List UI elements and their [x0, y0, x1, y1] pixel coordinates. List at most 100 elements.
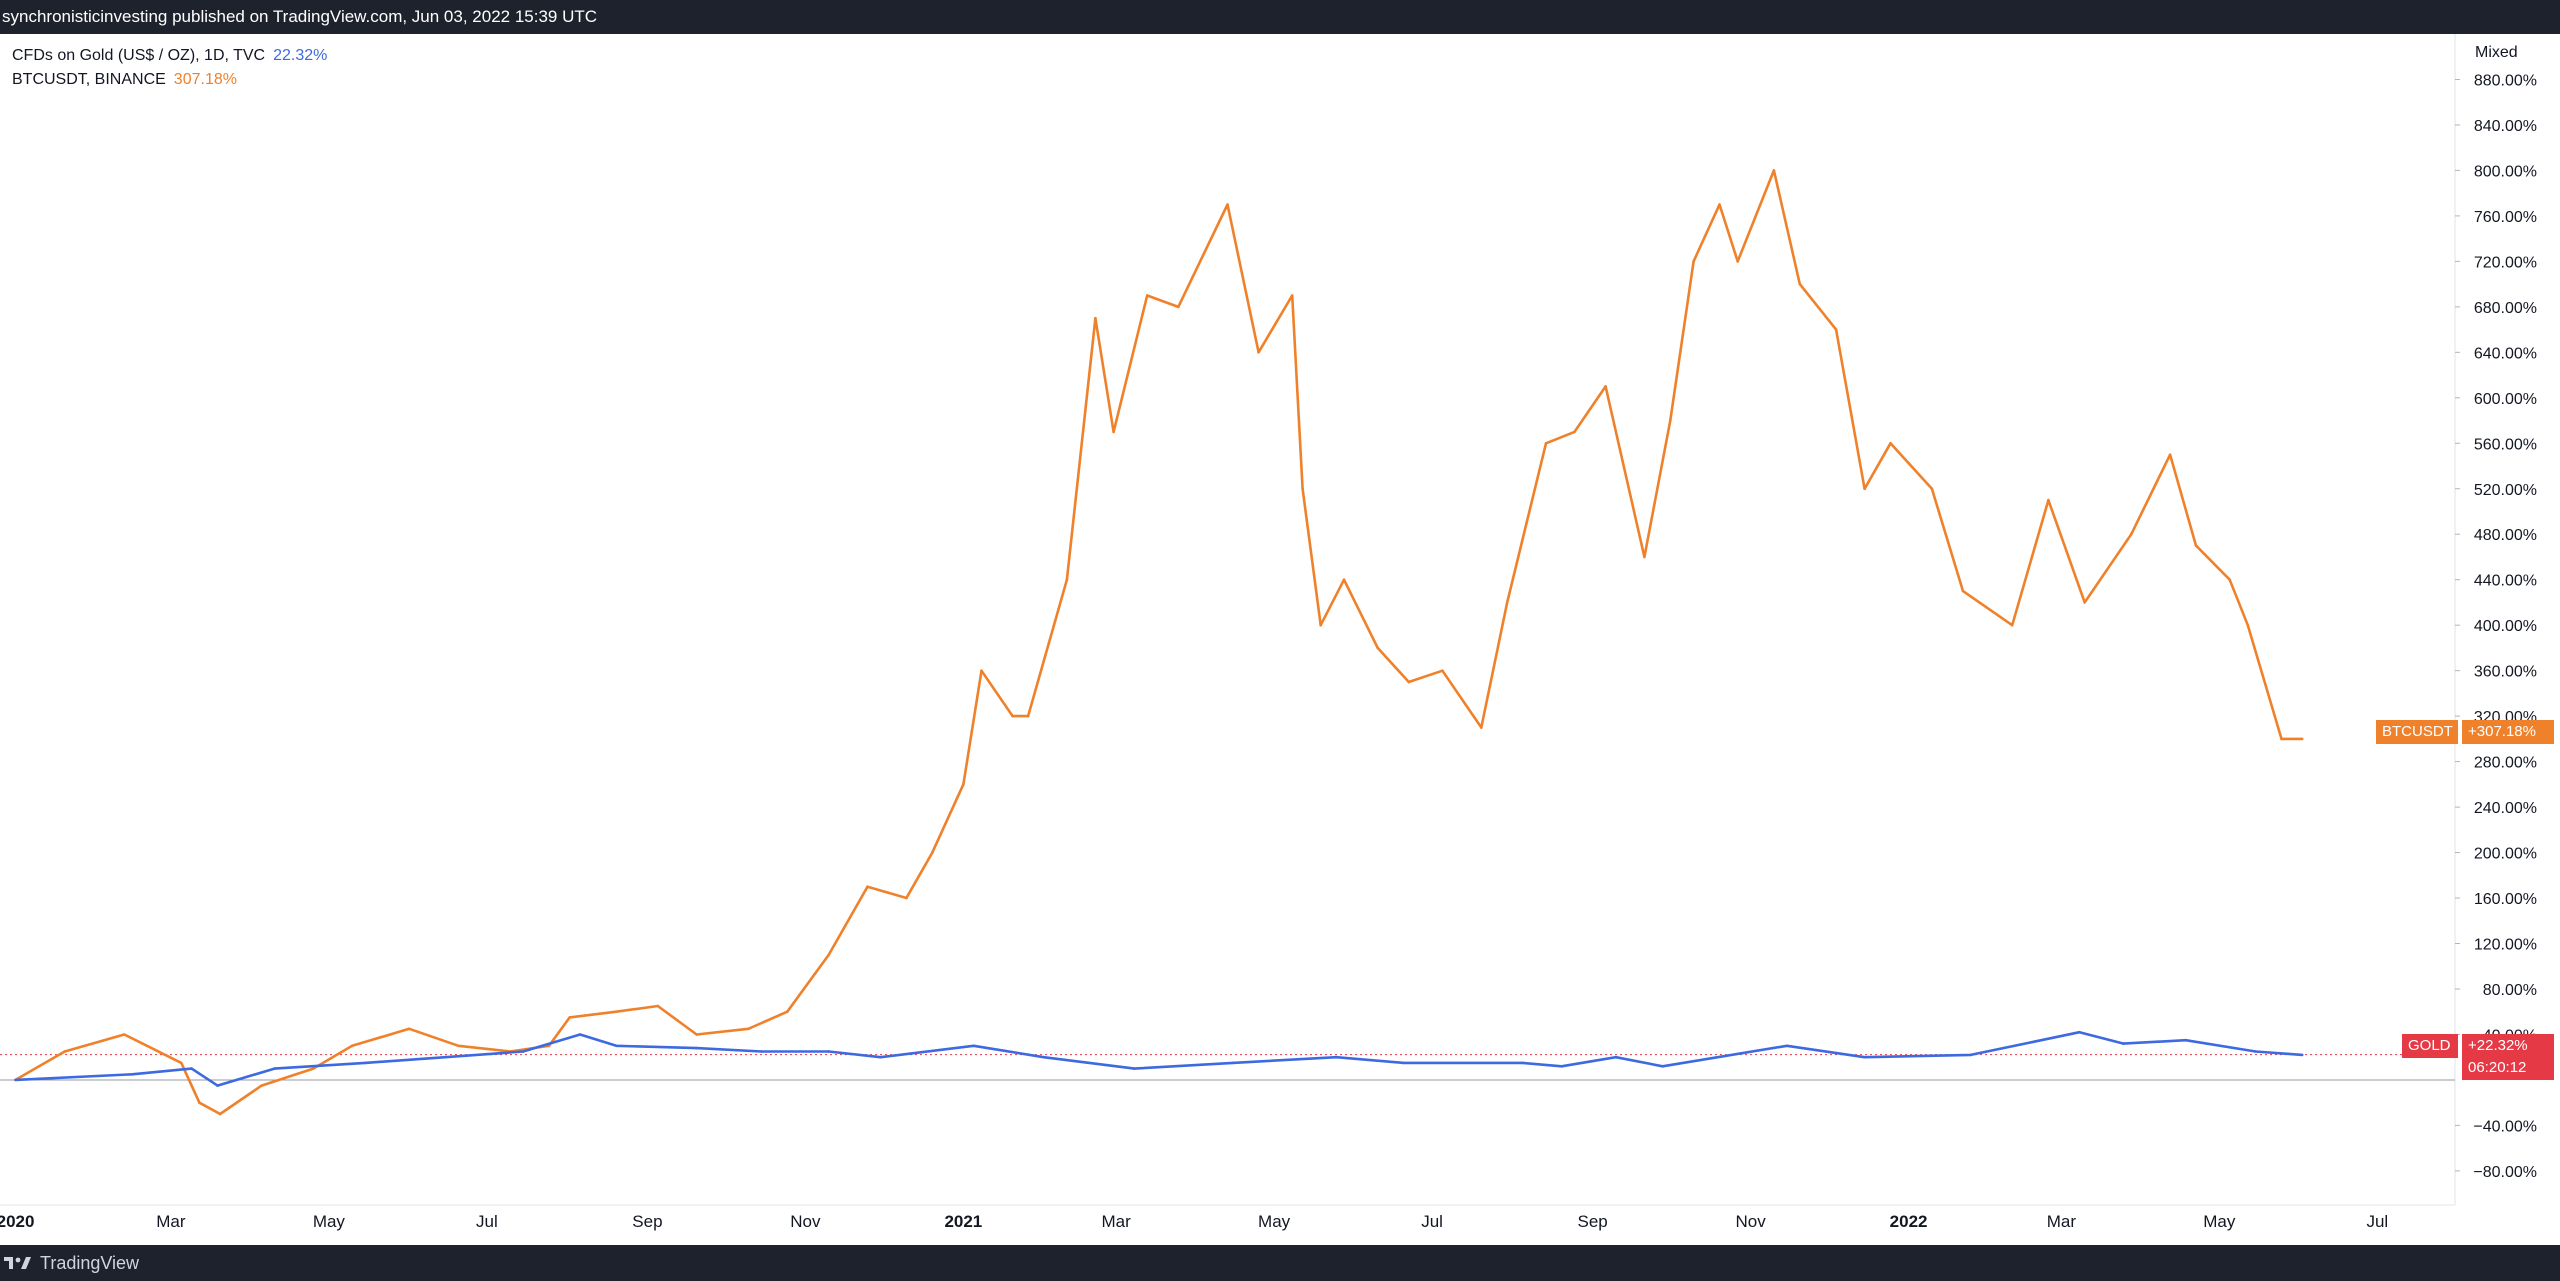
data-point — [1560, 1065, 1563, 1068]
y-tick-label: 200.00% — [2474, 846, 2537, 863]
reference-lines — [0, 34, 2456, 1206]
series-line-btc — [14, 169, 2303, 1116]
y-tick-label: 800.00% — [2474, 163, 2537, 180]
data-point — [1889, 442, 1892, 445]
y-tick-label: −40.00% — [2473, 1118, 2537, 1135]
x-tick-label: Sep — [632, 1212, 662, 1231]
footer-brand: TradingView — [40, 1253, 140, 1273]
y-tick-label: 480.00% — [2474, 527, 2537, 544]
gold-name-tag: GOLD — [2402, 1034, 2458, 1058]
y-tick-label: −80.00% — [2473, 1164, 2537, 1181]
legend-item-gold[interactable]: CFDs on Gold (US$ / OZ), 1D, TVC 22.32% — [12, 44, 327, 68]
data-point — [615, 1044, 618, 1048]
y-tick-label: 240.00% — [2474, 800, 2537, 817]
data-point — [1480, 726, 1483, 729]
data-point — [312, 1067, 315, 1070]
data-point — [1834, 328, 1838, 331]
data-point — [521, 1050, 525, 1053]
data-point — [2184, 1038, 2187, 1042]
data-point — [1319, 623, 1322, 627]
data-point — [2194, 544, 2198, 547]
data-point — [2300, 1053, 2304, 1057]
x-tick-label: May — [2203, 1212, 2236, 1231]
publisher-banner: synchronisticinvesting published on Trad… — [0, 0, 2560, 34]
data-point — [1736, 260, 1739, 263]
data-point — [1301, 487, 1304, 491]
y-tick-label: 360.00% — [2474, 664, 2537, 681]
data-point — [2254, 1050, 2257, 1053]
data-point — [1863, 1055, 1866, 1059]
data-point — [1643, 555, 1646, 559]
data-point — [1231, 1061, 1234, 1065]
data-point — [63, 1050, 66, 1053]
data-point — [827, 953, 830, 957]
x-tick-label: 2021 — [944, 1212, 982, 1231]
comparison-chart[interactable]: −80.00%−40.00%40.00%80.00%120.00%160.00%… — [0, 34, 2560, 1245]
y-tick-label: 680.00% — [2474, 300, 2537, 317]
data-point — [130, 1073, 134, 1076]
x-tick-label: Sep — [1578, 1212, 1608, 1231]
y-tick-label: 520.00% — [2474, 482, 2537, 499]
y-tick-label: 720.00% — [2474, 254, 2537, 271]
data-point — [2083, 601, 2086, 604]
data-point — [1402, 1061, 1405, 1065]
data-point — [1112, 430, 1115, 434]
data-point — [350, 1044, 354, 1048]
data-point — [656, 1004, 660, 1008]
data-point — [747, 1027, 750, 1031]
price-axis[interactable]: −80.00%−40.00%40.00%80.00%120.00%160.00%… — [2455, 72, 2537, 1181]
data-point — [1133, 1067, 1136, 1070]
data-point — [786, 1010, 789, 1013]
data-point — [866, 885, 869, 888]
tradingview-logo[interactable]: TradingView — [4, 1245, 139, 1281]
data-point — [760, 1050, 763, 1053]
bar-countdown: 06:20:12 — [2462, 1056, 2554, 1080]
data-point — [1505, 601, 1509, 604]
x-tick-label: Mar — [2047, 1212, 2077, 1231]
legend-item-btc[interactable]: BTCUSDT, BINANCE 307.18% — [12, 68, 327, 92]
data-point — [1065, 578, 1069, 581]
y-tick-label: 880.00% — [2474, 72, 2537, 89]
scale-mode-label[interactable]: Mixed — [2475, 44, 2518, 61]
tradingview-logo-icon — [4, 1257, 31, 1269]
data-point — [1257, 351, 1260, 354]
data-point — [1718, 203, 1721, 206]
data-point — [1521, 1061, 1524, 1065]
data-point — [2228, 578, 2231, 581]
series-legend: CFDs on Gold (US$ / OZ), 1D, TVC 22.32% B… — [12, 44, 327, 92]
data-point — [962, 783, 965, 786]
published-text: synchronisticinvesting published on Trad… — [2, 7, 598, 26]
data-point — [123, 1033, 126, 1036]
data-point — [1026, 714, 1030, 718]
x-tick-label: Nov — [1735, 1212, 1766, 1231]
data-point — [1342, 578, 1346, 581]
data-point — [1772, 169, 1776, 172]
data-point — [198, 1101, 201, 1104]
y-tick-label: 560.00% — [2474, 436, 2537, 453]
time-axis[interactable]: 2020 Mar May Jul Sep Nov 2021 Mar May Jul Sep Nov 20… — [0, 1212, 2388, 1231]
data-point — [1042, 1055, 1045, 1059]
data-point — [2122, 1042, 2125, 1045]
data-point — [879, 1055, 882, 1059]
data-point — [2168, 453, 2172, 457]
data-point — [1094, 316, 1097, 320]
data-point — [972, 1044, 975, 1048]
data-point — [1441, 669, 1444, 672]
x-tick-label: Jul — [1421, 1212, 1443, 1231]
legend-label-gold: CFDs on Gold (US$ / OZ), 1D, TVC — [12, 47, 266, 64]
data-point — [2280, 737, 2283, 741]
data-point — [615, 1010, 618, 1013]
data-point — [1863, 487, 1866, 491]
data-point — [827, 1050, 830, 1053]
data-point — [931, 851, 934, 854]
data-point — [1969, 1053, 1972, 1057]
data-point — [218, 1112, 222, 1116]
data-point — [407, 1027, 411, 1031]
legend-value-gold: 22.32% — [273, 47, 328, 64]
x-tick-label: 2020 — [0, 1212, 34, 1231]
x-tick-label: Mar — [156, 1212, 186, 1231]
data-point — [695, 1046, 698, 1050]
data-point — [1290, 294, 1294, 297]
data-point — [1376, 646, 1379, 650]
x-tick-label: Mar — [1102, 1212, 1132, 1231]
